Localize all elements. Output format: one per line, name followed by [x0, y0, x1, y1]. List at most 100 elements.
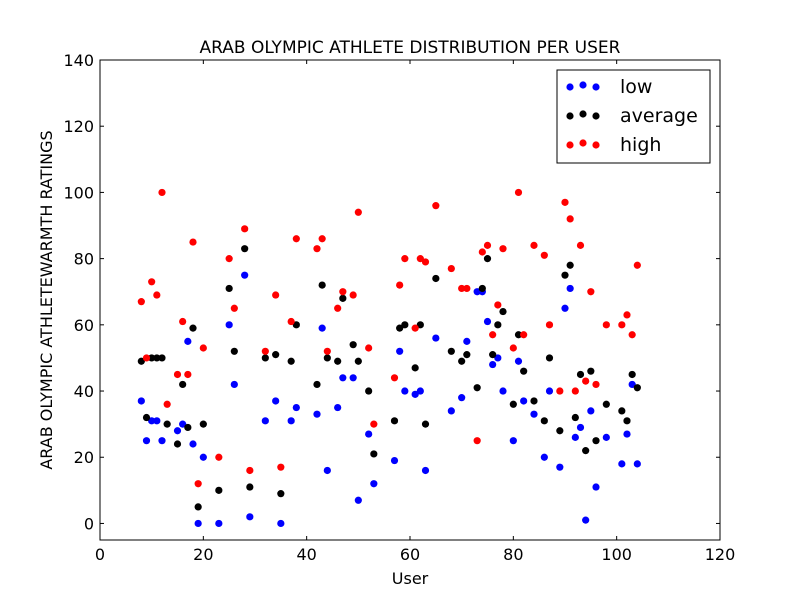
data-point-average: [241, 245, 248, 252]
data-point-low: [634, 460, 641, 467]
data-point-low: [520, 397, 527, 404]
legend-marker-low: [592, 83, 599, 90]
data-point-low: [396, 348, 403, 355]
data-point-average: [623, 417, 630, 424]
data-point-high: [158, 189, 165, 196]
data-point-high: [179, 318, 186, 325]
data-point-high: [138, 298, 145, 305]
y-tick-label: 120: [63, 117, 94, 136]
data-point-average: [350, 341, 357, 348]
data-point-low: [324, 467, 331, 474]
data-point-average: [179, 381, 186, 388]
data-point-low: [339, 374, 346, 381]
legend-marker-low: [579, 81, 586, 88]
data-point-average: [546, 354, 553, 361]
data-point-average: [567, 262, 574, 269]
data-point-high: [164, 401, 171, 408]
data-point-average: [195, 503, 202, 510]
data-point-low: [246, 513, 253, 520]
data-point-high: [184, 371, 191, 378]
data-point-high: [577, 242, 584, 249]
data-point-average: [510, 401, 517, 408]
data-point-average: [319, 282, 326, 289]
data-point-average: [412, 364, 419, 371]
data-point-average: [572, 414, 579, 421]
data-point-high: [520, 331, 527, 338]
data-point-low: [262, 417, 269, 424]
data-point-high: [432, 202, 439, 209]
data-point-average: [587, 368, 594, 375]
data-point-low: [288, 417, 295, 424]
data-point-high: [319, 235, 326, 242]
chart-title: ARAB OLYMPIC ATHLETE DISTRIBUTION PER US…: [200, 38, 621, 58]
legend-label-low: low: [620, 76, 652, 98]
data-point-average: [629, 371, 636, 378]
data-point-high: [200, 344, 207, 351]
data-point-low: [515, 358, 522, 365]
data-point-average: [458, 358, 465, 365]
data-point-high: [391, 374, 398, 381]
data-point-high: [422, 258, 429, 265]
data-point-average: [520, 368, 527, 375]
data-point-average: [226, 285, 233, 292]
data-point-low: [567, 285, 574, 292]
data-point-low: [623, 430, 630, 437]
data-point-high: [510, 344, 517, 351]
x-tick-label: 120: [705, 545, 736, 564]
data-point-high: [623, 311, 630, 318]
data-point-average: [174, 440, 181, 447]
data-point-low: [370, 480, 377, 487]
data-point-low: [334, 404, 341, 411]
data-point-low: [293, 404, 300, 411]
data-point-low: [530, 411, 537, 418]
data-point-average: [231, 348, 238, 355]
data-point-average: [391, 417, 398, 424]
x-axis-label: User: [392, 569, 429, 588]
data-point-low: [158, 437, 165, 444]
data-point-average: [582, 447, 589, 454]
data-point-low: [195, 520, 202, 527]
data-point-average: [370, 450, 377, 457]
y-tick-label: 0: [84, 514, 94, 533]
data-point-low: [592, 483, 599, 490]
data-point-low: [401, 387, 408, 394]
data-point-average: [603, 401, 610, 408]
data-point-low: [582, 517, 589, 524]
legend-marker-average: [566, 112, 573, 119]
data-point-high: [143, 354, 150, 361]
data-point-low: [184, 338, 191, 345]
data-point-low: [541, 454, 548, 461]
data-point-high: [396, 282, 403, 289]
data-point-high: [582, 378, 589, 385]
data-point-high: [324, 348, 331, 355]
data-point-low: [272, 397, 279, 404]
data-point-average: [262, 354, 269, 361]
data-point-average: [200, 421, 207, 428]
data-point-high: [587, 288, 594, 295]
data-point-high: [339, 288, 346, 295]
data-point-low: [350, 374, 357, 381]
data-point-high: [231, 305, 238, 312]
data-point-low: [143, 437, 150, 444]
data-point-high: [148, 278, 155, 285]
data-point-low: [432, 334, 439, 341]
data-point-high: [499, 245, 506, 252]
data-point-low: [355, 497, 362, 504]
data-point-high: [489, 331, 496, 338]
y-tick-label: 140: [63, 51, 94, 70]
x-tick-label: 80: [503, 545, 523, 564]
legend-label-average: average: [620, 105, 698, 127]
data-point-high: [474, 437, 481, 444]
data-point-average: [463, 351, 470, 358]
data-point-average: [577, 371, 584, 378]
data-point-average: [365, 387, 372, 394]
data-point-high: [546, 321, 553, 328]
data-point-high: [448, 265, 455, 272]
x-tick-label: 0: [95, 545, 105, 564]
data-point-high: [241, 225, 248, 232]
data-point-low: [174, 427, 181, 434]
data-point-low: [484, 318, 491, 325]
data-point-high: [561, 199, 568, 206]
x-tick-label: 40: [296, 545, 316, 564]
data-point-low: [448, 407, 455, 414]
